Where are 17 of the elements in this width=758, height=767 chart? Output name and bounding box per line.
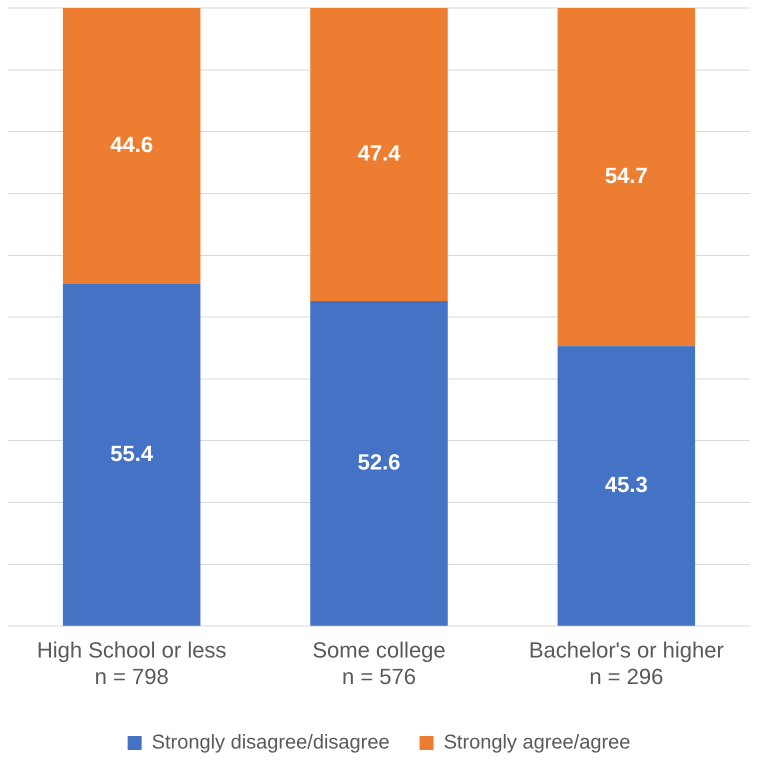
x-tick-label: Bachelor's or higher n = 296 xyxy=(528,637,724,689)
bar xyxy=(310,301,448,626)
legend-label: Strongly agree/agree xyxy=(444,732,630,754)
data-label: 44.6 xyxy=(110,132,154,157)
data-label: 52.6 xyxy=(358,449,400,474)
data-label: 47.4 xyxy=(358,140,402,166)
data-label: 55.4 xyxy=(110,440,154,466)
bar xyxy=(62,284,200,626)
bar xyxy=(558,346,696,626)
legend-label: Strongly disagree/disagree xyxy=(152,732,390,754)
bar xyxy=(310,8,448,302)
bar xyxy=(62,8,200,284)
data-label: 54.7 xyxy=(604,163,648,188)
bar xyxy=(558,8,696,346)
x-tick-label: High School or less n = 798 xyxy=(36,637,226,689)
data-label: 45.3 xyxy=(604,472,648,497)
x-tick-label: Some college n = 576 xyxy=(312,637,446,689)
